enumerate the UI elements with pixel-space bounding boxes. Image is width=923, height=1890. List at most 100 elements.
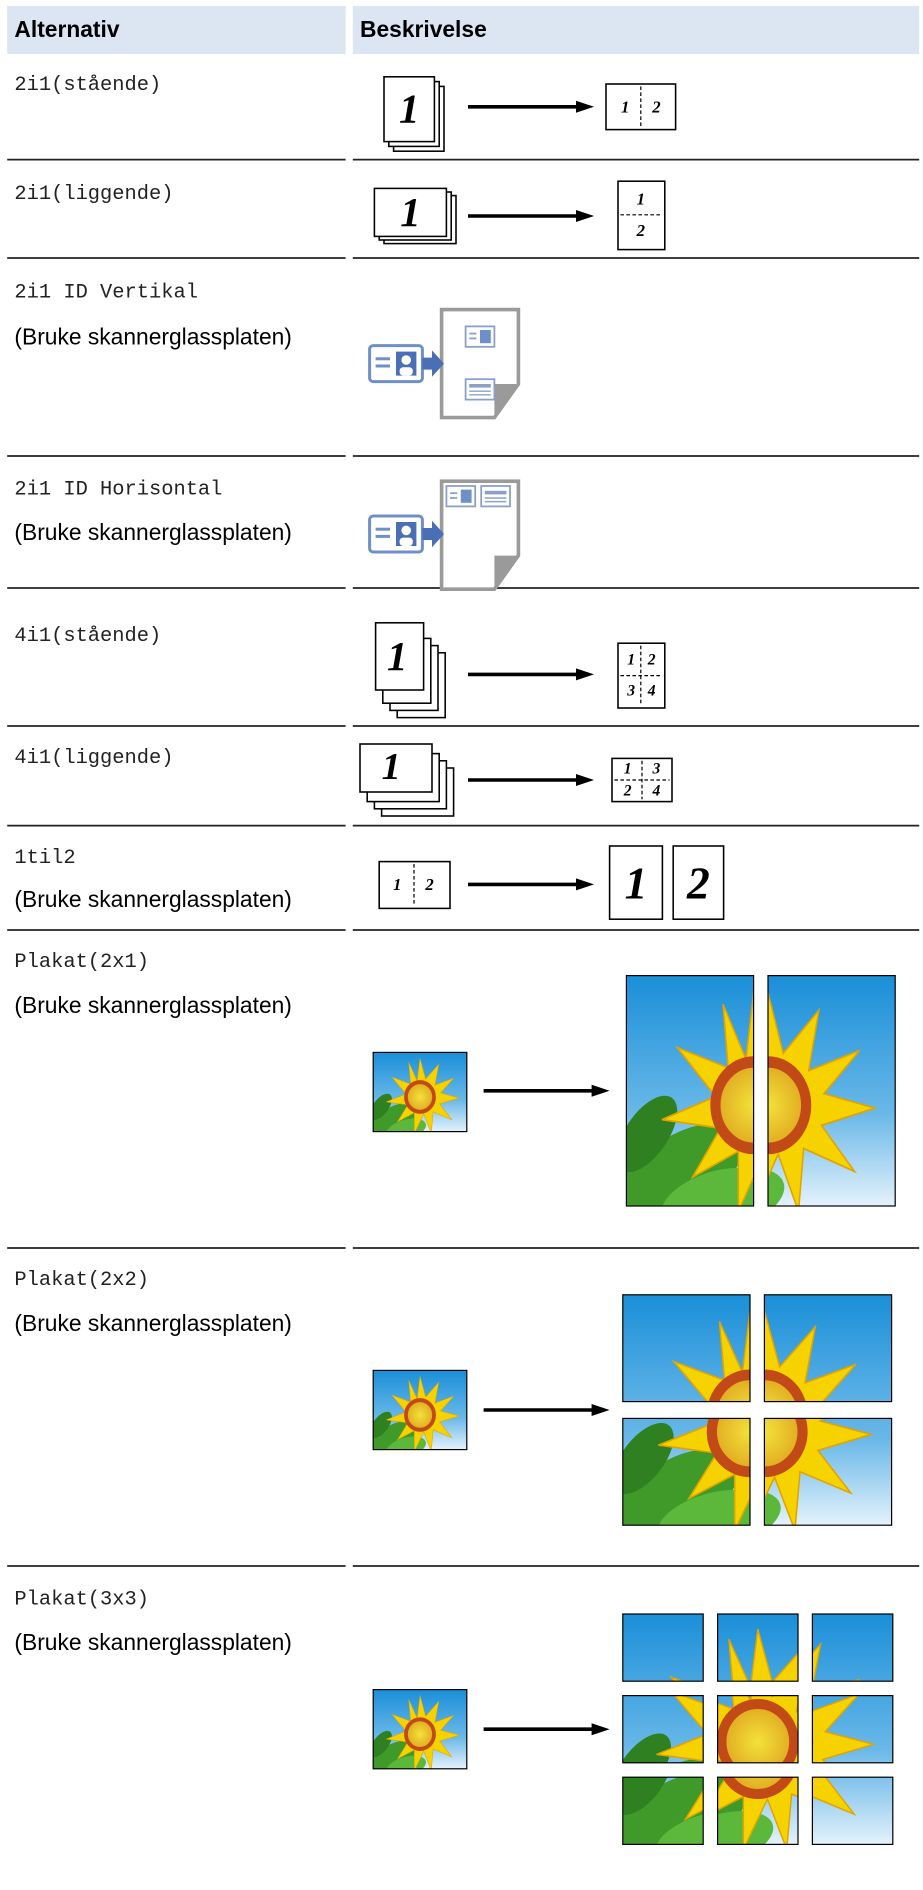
shape-use — [373, 1689, 467, 1769]
shape-use — [481, 1402, 612, 1418]
shape-use — [373, 1370, 467, 1450]
shape-rect — [383, 76, 436, 143]
shape-text: 2 — [623, 782, 632, 799]
shape-rect — [717, 1613, 799, 1682]
header-cell — [352, 6, 920, 55]
shape-rect — [373, 187, 448, 238]
shape-use — [466, 666, 596, 683]
option: 4i1(stående) — [14, 625, 161, 648]
option: 2i1 ID Vertikal — [14, 282, 198, 305]
shape-text: 1 — [400, 190, 420, 235]
shape-text: 1 — [627, 652, 635, 669]
shape-rect — [374, 622, 425, 691]
shape-rect — [811, 1695, 894, 1764]
figure — [368, 479, 521, 592]
shape-text: 1 — [637, 190, 645, 209]
option: Plakat(3x3) — [14, 1588, 149, 1611]
shape-text: 4 — [647, 683, 656, 700]
shape-svg — [373, 1689, 467, 1769]
shape-svg — [373, 1370, 467, 1450]
header: Beskrivelse — [360, 16, 487, 42]
shape-rect — [378, 860, 451, 910]
figure: 1 1 2 — [373, 180, 666, 251]
shape-use — [466, 99, 596, 115]
shape-rect — [717, 1695, 799, 1764]
shape-text: 1 — [624, 761, 632, 778]
shape-use — [481, 1721, 612, 1738]
shape-text: 1 — [387, 634, 407, 679]
option: 1til2 — [14, 847, 75, 870]
shape-use — [466, 772, 596, 788]
shape-text: 3 — [652, 761, 661, 778]
shape-use — [480, 485, 511, 508]
option: 4i1(liggende) — [14, 747, 173, 770]
shape-rect — [608, 845, 664, 920]
shape-rect — [359, 743, 433, 793]
option: 2i1(liggende) — [14, 183, 173, 206]
shape-rect — [622, 1417, 751, 1526]
shape-text: 2 — [424, 875, 434, 894]
shape-rect — [811, 1613, 894, 1682]
shape-rect — [605, 83, 677, 131]
shape-text: 1 — [399, 87, 419, 132]
note: (Bruke skannerglassplaten) — [14, 519, 292, 545]
shape-rect — [763, 1417, 893, 1526]
shape-text: 1 — [625, 858, 648, 909]
shape-rect — [372, 1369, 468, 1451]
shape-use — [464, 325, 496, 348]
shape-text: 2 — [686, 858, 710, 909]
figure — [368, 307, 521, 420]
figure: 1 1 3 2 4 — [359, 743, 673, 817]
shape-rect — [622, 1695, 704, 1764]
shape-rect — [811, 1776, 894, 1846]
shape-text: 4 — [652, 782, 661, 799]
figure — [372, 1294, 893, 1526]
shape-text: 1 — [382, 746, 401, 788]
shape-rect — [763, 1294, 893, 1403]
figure — [372, 975, 896, 1207]
note: (Bruke skannerglassplaten) — [14, 1629, 292, 1655]
shape-use — [373, 1052, 467, 1132]
shape-use — [464, 378, 496, 401]
shape-use — [368, 344, 446, 384]
note: (Bruke skannerglassplaten) — [14, 886, 292, 912]
header-cell — [7, 6, 346, 55]
shape-text: 2 — [651, 97, 661, 116]
figure: 1 2 1 2 — [378, 845, 725, 920]
shape-use — [466, 876, 596, 893]
shape-rect — [622, 1294, 751, 1403]
shape-rect — [372, 1051, 468, 1133]
shape-text: 3 — [626, 683, 635, 700]
shape-rect — [625, 975, 755, 1207]
shape-use — [445, 485, 477, 508]
shape-text: 1 — [621, 97, 629, 116]
option: Plakat(2x1) — [14, 951, 149, 974]
shape-rect — [717, 1776, 799, 1846]
shape-use — [368, 514, 446, 554]
figure — [372, 1613, 894, 1846]
header: Alternativ — [14, 16, 119, 42]
option: 2i1 ID Horisontal — [14, 478, 222, 501]
shape-use — [466, 208, 596, 224]
shape-rect — [372, 1689, 468, 1770]
shape-rect — [622, 1613, 704, 1682]
figure: 1 1 2 — [383, 76, 677, 152]
note: (Bruke skannerglassplaten) — [14, 1310, 292, 1336]
shape-rect — [622, 1776, 704, 1846]
content: Alternativ Beskrivelse 2i1(stående) 2i1(… — [7, 6, 920, 1846]
shape-text: 2 — [636, 221, 646, 240]
figure: 1 1 2 3 4 — [374, 622, 666, 719]
shape-text: 2 — [647, 652, 656, 669]
note: (Bruke skannerglassplaten) — [14, 323, 292, 349]
shape-text: 1 — [393, 875, 401, 894]
shape-svg — [373, 1052, 467, 1132]
shape-rect — [767, 975, 896, 1207]
shape-use — [481, 1083, 612, 1099]
row-separators — [7, 158, 920, 1567]
note: (Bruke skannerglassplaten) — [14, 992, 292, 1018]
option: Plakat(2x2) — [14, 1269, 149, 1292]
option: 2i1(stående) — [14, 74, 161, 97]
shape-rect — [672, 845, 725, 920]
